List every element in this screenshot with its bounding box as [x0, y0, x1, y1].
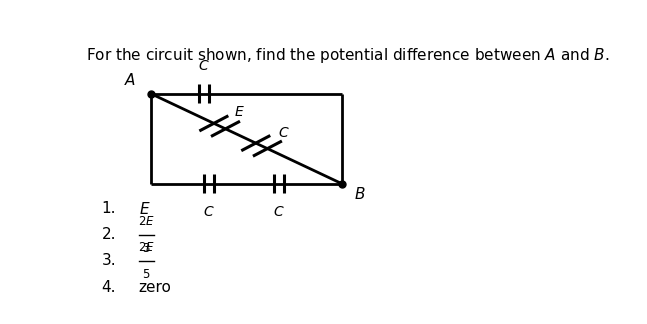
Text: 1.: 1. — [102, 201, 116, 216]
Text: $5$: $5$ — [142, 268, 150, 281]
Text: $C$: $C$ — [198, 59, 210, 73]
Text: 3.: 3. — [102, 253, 116, 268]
Text: For the circuit shown, find the potential difference between $A$ and $B$.: For the circuit shown, find the potentia… — [86, 46, 609, 65]
Text: $2E$: $2E$ — [138, 215, 155, 228]
Text: $B$: $B$ — [354, 186, 366, 202]
Text: $C$: $C$ — [278, 126, 290, 140]
Text: $A$: $A$ — [124, 72, 136, 87]
Text: zero: zero — [138, 280, 171, 295]
Text: 2.: 2. — [102, 227, 116, 242]
Text: $E$: $E$ — [138, 201, 150, 216]
Text: 4.: 4. — [102, 280, 116, 295]
Text: $C$: $C$ — [273, 205, 285, 219]
Text: $3$: $3$ — [142, 242, 150, 255]
Text: $C$: $C$ — [203, 205, 215, 219]
Text: $2E$: $2E$ — [138, 241, 155, 254]
Text: $E$: $E$ — [234, 105, 245, 119]
